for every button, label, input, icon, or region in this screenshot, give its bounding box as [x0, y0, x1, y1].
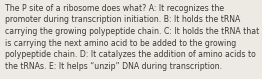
Text: The P site of a ribosome does what? A: It recognizes the: The P site of a ribosome does what? A: I…: [5, 4, 224, 13]
Text: is carrying the next amino acid to be added to the growing: is carrying the next amino acid to be ad…: [5, 39, 236, 48]
Text: promoter during transcription initiation. B: It holds the tRNA: promoter during transcription initiation…: [5, 15, 240, 24]
Text: polypeptide chain. D: It catalyzes the addition of amino acids to: polypeptide chain. D: It catalyzes the a…: [5, 50, 255, 59]
Text: carrying the growing polypeptide chain. C: It holds the tRNA that: carrying the growing polypeptide chain. …: [5, 27, 259, 36]
Text: the tRNAs. E: It helps “unzip” DNA during transcription.: the tRNAs. E: It helps “unzip” DNA durin…: [5, 62, 222, 71]
